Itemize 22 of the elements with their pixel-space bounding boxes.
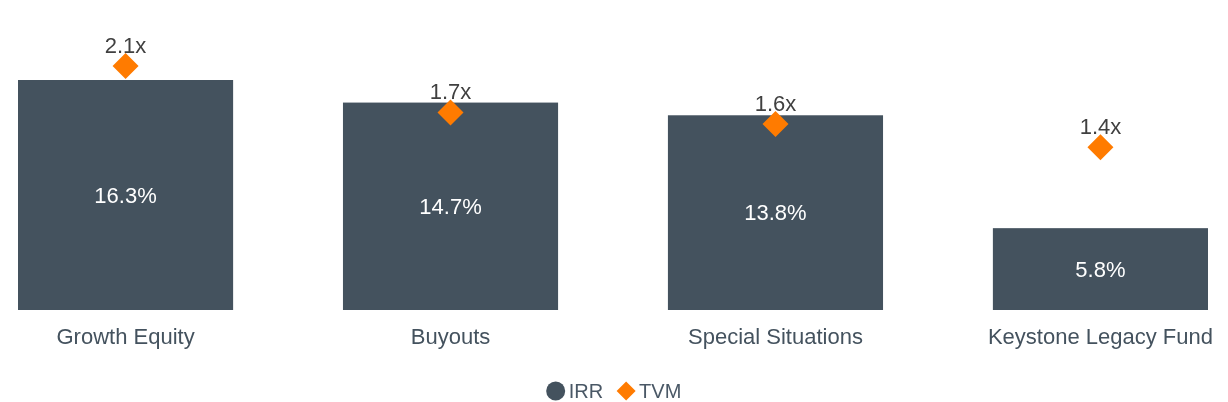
point [112,53,139,79]
point [437,99,464,126]
data-label: 5.8% [1075,256,1126,282]
bar [18,80,234,310]
legend-label: IRR [568,380,604,402]
point [1087,134,1114,161]
x-tick-label: Keystone Legacy Fund [987,323,1213,349]
data-label: 16.3% [94,182,157,208]
data-label: 1.7x [429,78,472,104]
bar [992,228,1208,310]
x-tick-label: Growth Equity [56,323,195,349]
x-tick-label: Special Situations [688,323,863,349]
x-tick-label: Buyouts [410,323,491,349]
legend-label: TVM [639,380,682,402]
bar [342,102,559,310]
bar [667,115,884,310]
data-label: 1.4x [1079,113,1122,139]
data-label: 2.1x [104,32,147,58]
point [762,111,789,138]
data-label: 1.6x [754,90,797,116]
data-label: 14.7% [419,193,482,219]
data-label: 13.8% [744,200,807,226]
